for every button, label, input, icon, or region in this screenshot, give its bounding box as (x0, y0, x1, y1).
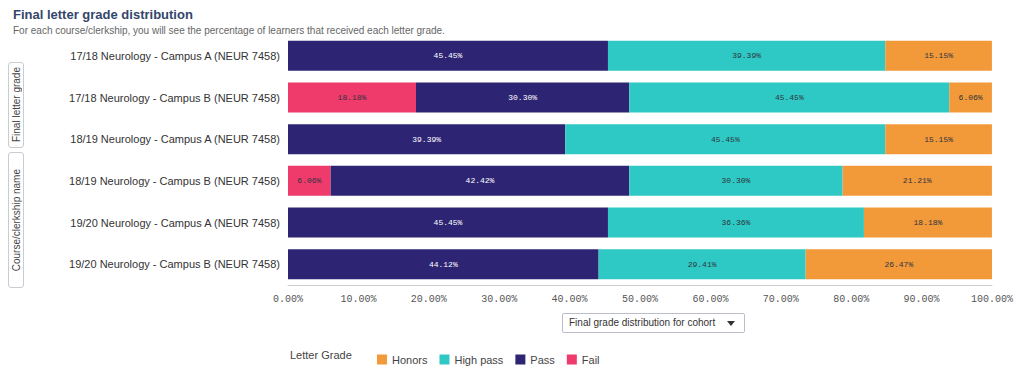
svg-text:18/19 Neurology - Campus B (NE: 18/19 Neurology - Campus B (NEUR 7458) (69, 175, 280, 187)
svg-text:17/18 Neurology - Campus B (NE: 17/18 Neurology - Campus B (NEUR 7458) (69, 92, 280, 104)
svg-text:Pass: Pass (530, 354, 555, 366)
svg-text:6.06%: 6.06% (959, 93, 983, 102)
svg-text:15.15%: 15.15% (924, 135, 953, 144)
svg-text:19/20 Neurology - Campus A (NE: 19/20 Neurology - Campus A (NEUR 7458) (70, 217, 280, 229)
svg-text:0.00%: 0.00% (273, 294, 303, 305)
svg-text:30.30%: 30.30% (722, 176, 751, 185)
svg-text:Fail: Fail (582, 354, 600, 366)
svg-text:18.18%: 18.18% (914, 218, 943, 227)
svg-text:26.47%: 26.47% (884, 260, 913, 269)
svg-text:39.39%: 39.39% (412, 135, 441, 144)
svg-text:39.39%: 39.39% (732, 51, 761, 60)
html-text:Course/clerkship name: Course/clerkship name (10, 168, 22, 272)
svg-text:6.06%: 6.06% (297, 176, 321, 185)
svg-text:100.00%: 100.00% (971, 294, 1013, 305)
svg-text:44.12%: 44.12% (429, 260, 458, 269)
svg-text:90.00%: 90.00% (904, 294, 940, 305)
svg-text:19/20 Neurology - Campus B (NE: 19/20 Neurology - Campus B (NEUR 7458) (69, 258, 280, 270)
svg-text:30.30%: 30.30% (508, 93, 537, 102)
svg-text:Honors: Honors (392, 354, 428, 366)
svg-text:45.45%: 45.45% (434, 51, 463, 60)
svg-text:15.15%: 15.15% (924, 51, 953, 60)
svg-text:70.00%: 70.00% (763, 294, 799, 305)
html-text:Final grade distribution for c: Final grade distribution for cohort (569, 317, 716, 328)
svg-text:42.42%: 42.42% (466, 176, 495, 185)
svg-text:20.00%: 20.00% (411, 294, 447, 305)
svg-text:18.18%: 18.18% (338, 93, 367, 102)
svg-text:17/18 Neurology - Campus A (NE: 17/18 Neurology - Campus A (NEUR 7458) (70, 50, 280, 62)
svg-text:30.00%: 30.00% (481, 294, 517, 305)
svg-text:45.45%: 45.45% (434, 218, 463, 227)
svg-text:80.00%: 80.00% (833, 294, 869, 305)
svg-text:10.00%: 10.00% (340, 294, 376, 305)
svg-text:21.21%: 21.21% (903, 176, 932, 185)
svg-text:18/19 Neurology - Campus A (NE: 18/19 Neurology - Campus A (NEUR 7458) (70, 133, 280, 145)
svg-text:45.45%: 45.45% (711, 135, 740, 144)
svg-text:29.41%: 29.41% (688, 260, 717, 269)
svg-text:60.00%: 60.00% (692, 294, 728, 305)
svg-text:Final letter grade distributio: Final letter grade distribution (13, 7, 193, 22)
svg-text:40.00%: 40.00% (552, 294, 588, 305)
svg-text:For each course/clerkship, you: For each course/clerkship, you will see … (13, 25, 445, 36)
svg-text:45.45%: 45.45% (775, 93, 804, 102)
svg-text:50.00%: 50.00% (622, 294, 658, 305)
svg-text:High pass: High pass (454, 354, 503, 366)
html-text:Final letter grade: Final letter grade (10, 67, 22, 143)
svg-text:36.36%: 36.36% (722, 218, 751, 227)
svg-text:Letter Grade: Letter Grade (290, 349, 352, 361)
